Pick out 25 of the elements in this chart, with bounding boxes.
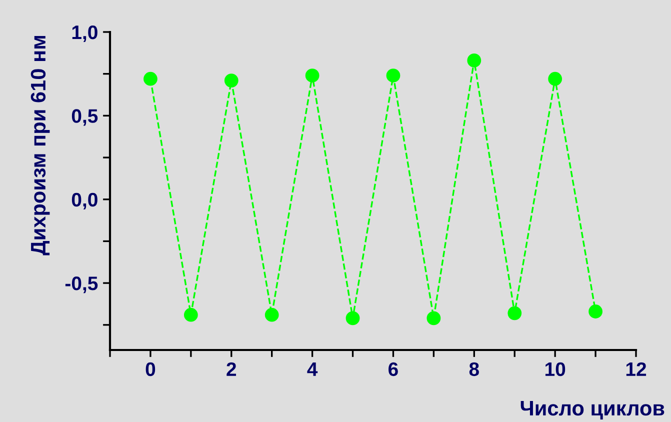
y-tick-label: -0,5	[65, 276, 98, 294]
x-axis-title: Число циклов	[520, 401, 664, 420]
point	[467, 54, 482, 68]
x-tick-label: 12	[626, 362, 646, 376]
point	[144, 72, 158, 86]
x-tick-label: 2	[226, 362, 236, 376]
point	[548, 72, 562, 86]
x-tick-label: 6	[388, 362, 398, 376]
point	[588, 304, 602, 318]
point	[346, 311, 360, 326]
y-axis-title: Дихроизм при 610 нм	[30, 36, 50, 256]
point	[264, 308, 279, 322]
point	[184, 308, 198, 322]
x-tick-label: 8	[469, 362, 479, 376]
point	[508, 306, 522, 320]
point	[224, 74, 238, 88]
x-tick-label: 10	[545, 362, 566, 376]
point	[305, 68, 320, 82]
y-tick-label: 0,0	[72, 192, 98, 210]
point	[386, 68, 400, 82]
x-tick-label: 4	[307, 362, 318, 376]
point	[426, 311, 441, 326]
x-tick-label: 0	[146, 362, 156, 376]
y-tick-label: 0,5	[72, 109, 98, 126]
y-tick-label: 1,0	[72, 25, 98, 42]
